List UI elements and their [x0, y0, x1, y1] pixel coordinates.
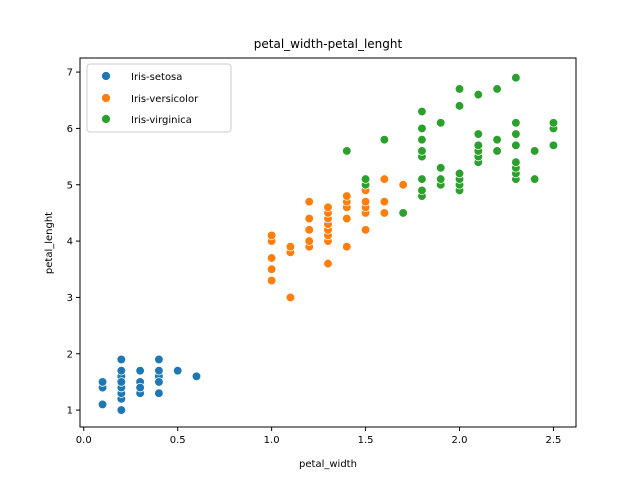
- y-tick-label: 6: [67, 124, 73, 135]
- y-tick-label: 3: [67, 293, 73, 304]
- point-iris-setosa: [135, 382, 145, 393]
- point-iris-virginica: [511, 157, 521, 167]
- point-iris-setosa: [116, 366, 126, 376]
- point-iris-virginica: [548, 118, 559, 128]
- point-iris-setosa: [154, 366, 164, 376]
- point-iris-virginica: [511, 140, 521, 150]
- point-iris-virginica: [473, 140, 483, 150]
- y-tick-label: 4: [67, 237, 73, 248]
- point-iris-versicolor: [342, 191, 352, 201]
- point-iris-virginica: [436, 118, 446, 128]
- legend-box: [86, 63, 232, 133]
- point-iris-versicolor: [323, 202, 333, 212]
- point-iris-versicolor: [304, 225, 314, 235]
- point-iris-setosa: [135, 366, 145, 376]
- point-iris-versicolor: [266, 264, 277, 274]
- point-iris-setosa: [116, 377, 126, 387]
- x-tick-label: 1.5: [358, 435, 374, 446]
- point-iris-versicolor: [304, 213, 314, 224]
- y-tick-label: 2: [67, 349, 73, 360]
- series-iris-setosa: [97, 354, 202, 415]
- legend: Iris-setosa Iris-versicolor Iris-virgini…: [86, 63, 232, 133]
- point-iris-virginica: [511, 118, 521, 128]
- point-iris-setosa: [116, 354, 126, 365]
- point-iris-versicolor: [379, 197, 390, 207]
- point-iris-virginica: [473, 89, 483, 100]
- y-axis-ticks: 1 2 3 4 5 6 7: [67, 68, 80, 417]
- point-iris-virginica: [454, 168, 465, 179]
- point-iris-versicolor: [398, 180, 408, 190]
- point-iris-setosa: [191, 371, 202, 381]
- point-iris-setosa: [154, 354, 164, 365]
- point-iris-virginica: [511, 129, 521, 139]
- point-iris-virginica: [417, 185, 427, 196]
- x-axis-ticks: 0.0 0.5 1.0 1.5 2.0 2.5: [76, 427, 562, 446]
- legend-marker-iris-setosa: [101, 71, 111, 81]
- legend-label-iris-virginica: Iris-virginica: [131, 115, 192, 126]
- point-iris-virginica: [417, 135, 427, 145]
- x-tick-label: 1.0: [264, 435, 280, 446]
- y-tick-label: 7: [67, 68, 73, 79]
- y-tick-label: 5: [67, 180, 73, 191]
- point-iris-setosa: [97, 377, 108, 387]
- legend-label-iris-versicolor: Iris-versicolor: [131, 94, 199, 105]
- y-tick-label: 1: [67, 406, 73, 417]
- point-iris-versicolor: [285, 242, 296, 252]
- point-iris-virginica: [417, 174, 427, 184]
- point-iris-versicolor: [342, 213, 352, 224]
- point-iris-versicolor: [323, 258, 333, 269]
- point-iris-versicolor: [360, 225, 371, 235]
- point-iris-virginica: [417, 123, 427, 134]
- point-iris-versicolor: [379, 174, 390, 184]
- point-iris-virginica: [342, 146, 352, 156]
- x-tick-label: 0.5: [170, 435, 186, 446]
- data-points: [97, 73, 559, 415]
- point-iris-versicolor: [266, 230, 277, 241]
- point-iris-versicolor: [266, 253, 277, 263]
- point-iris-setosa: [116, 405, 126, 415]
- series-iris-virginica: [342, 73, 559, 218]
- x-tick-label: 0.0: [76, 435, 92, 446]
- point-iris-virginica: [436, 174, 446, 184]
- point-iris-versicolor: [379, 208, 390, 218]
- point-iris-setosa: [154, 377, 164, 387]
- x-axis-label: petal_width: [299, 459, 357, 470]
- axes-frame: [79, 57, 577, 428]
- point-iris-virginica: [492, 84, 502, 94]
- point-iris-virginica: [436, 163, 446, 173]
- point-iris-virginica: [379, 135, 390, 145]
- y-axis-label: petal_lenght: [44, 212, 55, 274]
- point-iris-versicolor: [360, 197, 371, 207]
- point-iris-versicolor: [285, 292, 296, 303]
- point-iris-virginica: [511, 73, 521, 83]
- point-iris-virginica: [492, 135, 502, 145]
- point-iris-virginica: [454, 84, 465, 94]
- x-tick-label: 2.5: [546, 435, 562, 446]
- point-iris-setosa: [154, 388, 164, 398]
- point-iris-virginica: [530, 174, 540, 184]
- point-iris-setosa: [173, 366, 183, 376]
- point-iris-virginica: [417, 106, 427, 117]
- legend-marker-iris-versicolor: [101, 93, 111, 103]
- x-tick-label: 2.0: [452, 435, 468, 446]
- legend-label-iris-setosa: Iris-setosa: [131, 72, 182, 83]
- point-iris-virginica: [473, 129, 483, 139]
- point-iris-setosa: [97, 399, 108, 410]
- point-iris-virginica: [492, 146, 502, 156]
- point-iris-virginica: [530, 146, 540, 156]
- point-iris-versicolor: [342, 242, 352, 252]
- chart-title: petal_width-petal_lenght: [254, 37, 403, 51]
- point-iris-versicolor: [304, 197, 314, 207]
- point-iris-versicolor: [266, 275, 277, 286]
- point-iris-virginica: [548, 140, 559, 150]
- legend-marker-iris-virginica: [101, 114, 111, 124]
- point-iris-virginica: [417, 146, 427, 156]
- point-iris-virginica: [398, 208, 408, 218]
- point-iris-virginica: [454, 101, 465, 111]
- point-iris-virginica: [360, 174, 371, 184]
- point-iris-versicolor: [304, 236, 314, 246]
